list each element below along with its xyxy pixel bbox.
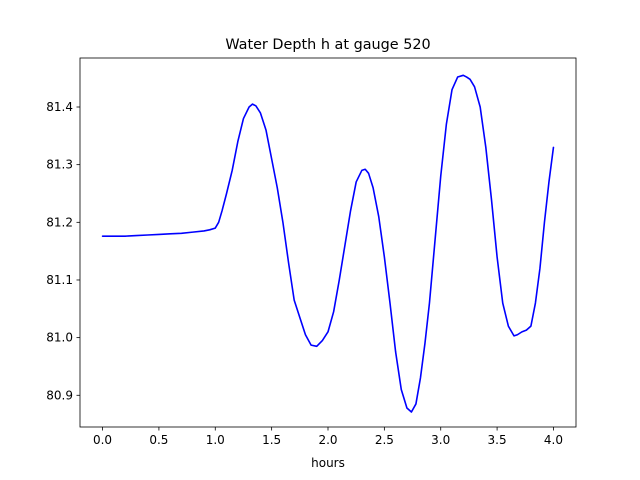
y-tick-label: 80.9 [46,388,73,402]
x-tick-label: 3.0 [431,433,450,447]
y-tick-label: 81.4 [46,100,73,114]
x-tick-label: 4.0 [544,433,563,447]
y-tick-label: 81.2 [46,215,73,229]
series-line [101,74,555,413]
x-tick-label: 0.0 [93,433,112,447]
x-tick-label: 1.5 [262,433,281,447]
axes-frame [79,57,577,428]
y-tick-label: 81.1 [46,273,73,287]
x-tick-label: 1.0 [206,433,225,447]
x-tick-label: 2.0 [318,433,337,447]
y-tick-label: 81.3 [46,158,73,172]
y-tick-label: 81.0 [46,331,73,345]
x-tick-label: 0.5 [149,433,168,447]
x-tick-label: 2.5 [375,433,394,447]
plot-area: 0.0 0.5 1.0 1.5 2.0 2.5 3.0 3.5 4.0 80.9 81.0 81.1 8… [46,57,577,447]
chart-title: Water Depth h at gauge 520 [225,37,430,53]
x-tick-label: 3.5 [488,433,507,447]
x-axis-label: hours [311,456,345,470]
